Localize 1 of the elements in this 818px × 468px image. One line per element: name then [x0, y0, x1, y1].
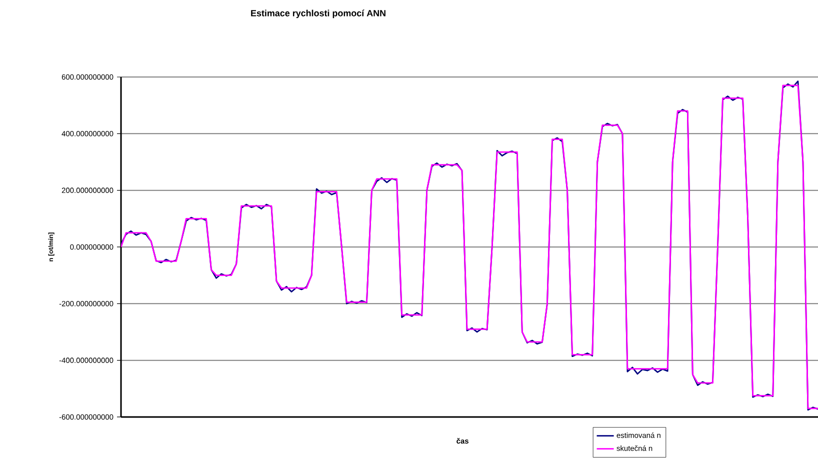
chart-title: Estimace rychlosti pomocí ANN — [251, 10, 386, 18]
